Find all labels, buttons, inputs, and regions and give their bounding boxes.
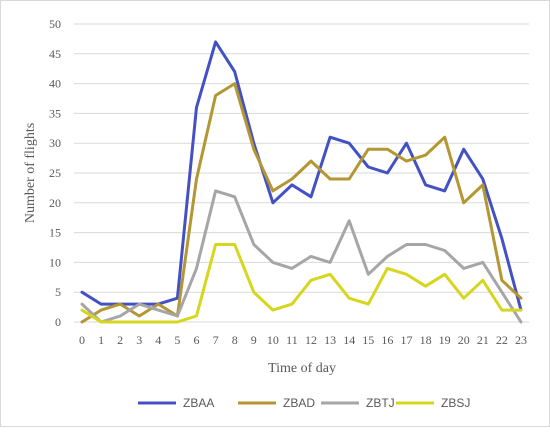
y-tick-label: 5 (55, 285, 61, 299)
y-tick-label: 45 (49, 47, 61, 61)
series-line-zbtj (80, 189, 523, 324)
x-tick-labels: 0 1 2 3 4 5 6 7 8 9 10 11 12 13 14 15 16 17 18 19 20 21 22 23 (79, 333, 527, 347)
x-tick-label: 22 (496, 333, 508, 347)
legend-label: ZBTJ (366, 396, 395, 410)
x-tick-label: 2 (117, 333, 123, 347)
series-lines (80, 40, 523, 324)
x-tick-label: 5 (174, 333, 180, 347)
x-tick-label: 3 (136, 333, 142, 347)
x-tick-label: 11 (286, 333, 298, 347)
x-tick-label: 12 (305, 333, 317, 347)
y-tick-label: 35 (49, 106, 61, 120)
x-tick-label: 23 (515, 333, 527, 347)
x-tick-label: 15 (362, 333, 374, 347)
legend-label: ZBAD (283, 396, 315, 410)
y-tick-label: 40 (49, 77, 61, 91)
x-tick-label: 1 (98, 333, 104, 347)
y-tick-label: 15 (49, 226, 61, 240)
y-tick-label: 10 (49, 255, 61, 269)
x-tick-label: 8 (232, 333, 238, 347)
y-tick-label: 0 (55, 315, 61, 329)
x-tick-label: 14 (343, 333, 355, 347)
y-tick-label: 20 (49, 196, 61, 210)
series-line-zbad (80, 82, 523, 324)
x-tick-label: 10 (267, 333, 279, 347)
x-tick-label: 19 (439, 333, 451, 347)
y-tick-labels: 0 5 10 15 20 25 30 35 40 45 50 (49, 17, 61, 329)
x-tick-label: 9 (251, 333, 257, 347)
x-tick-label: 4 (155, 333, 161, 347)
legend-label: ZBAA (183, 396, 214, 410)
x-tick-label: 6 (194, 333, 200, 347)
y-tick-label: 30 (49, 136, 61, 150)
y-tick-label: 50 (49, 17, 61, 31)
y-tick-label: 25 (49, 166, 61, 180)
y-axis-label: Number of flights (23, 123, 38, 223)
x-tick-label: 20 (458, 333, 470, 347)
x-tick-label: 7 (213, 333, 219, 347)
x-tick-label: 18 (420, 333, 432, 347)
series-line-zbsj (80, 243, 523, 324)
x-tick-label: 16 (381, 333, 393, 347)
x-tick-label: 13 (324, 333, 336, 347)
x-tick-label: 17 (400, 333, 412, 347)
legend-label: ZBSJ (441, 396, 470, 410)
x-axis-label: Time of day (268, 361, 336, 376)
legend: ZBAA ZBAD ZBTJ ZBSJ (138, 396, 470, 410)
gridlines (74, 23, 529, 323)
x-tick-label: 0 (79, 333, 85, 347)
series-line-zbaa (80, 40, 523, 312)
x-tick-label: 21 (477, 333, 489, 347)
